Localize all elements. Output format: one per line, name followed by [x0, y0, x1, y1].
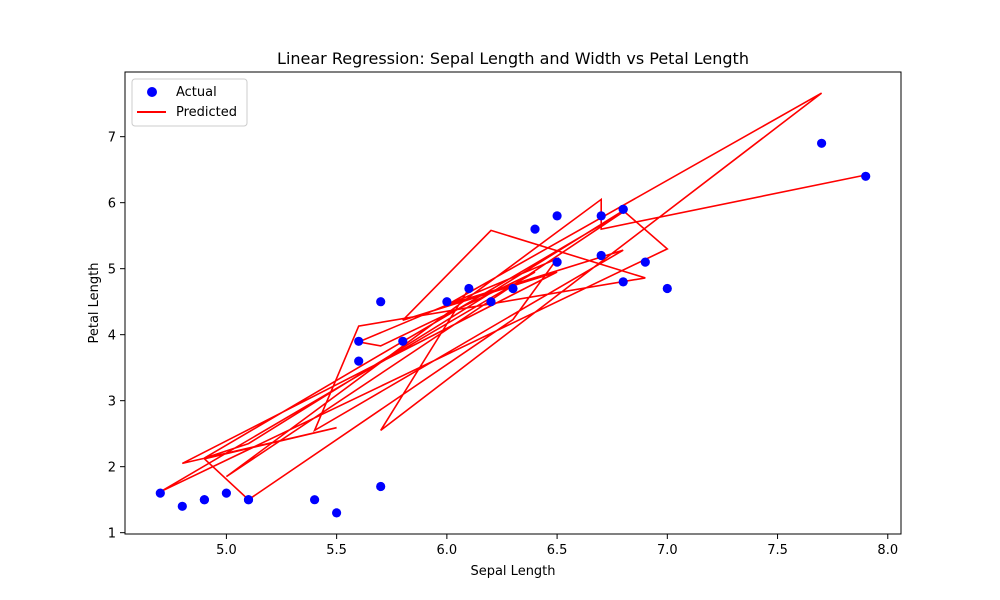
series-layer: [155, 92, 871, 518]
actual-point: [618, 204, 628, 214]
actual-point: [618, 277, 628, 287]
actual-point: [442, 297, 452, 307]
legend-marker-actual: [147, 87, 157, 97]
actual-point: [817, 138, 827, 148]
actual-point: [596, 250, 606, 261]
x-tick-label: 6.5: [547, 543, 568, 558]
y-axis: 1 2 3 4 5 6 7: [108, 131, 125, 542]
y-tick-label: 5: [108, 263, 116, 278]
x-tick-label: 7.0: [657, 543, 678, 558]
legend: Actual Predicted: [131, 78, 248, 127]
actual-point: [662, 283, 672, 294]
actual-point: [596, 211, 606, 221]
legend-label-predicted: Predicted: [176, 105, 237, 120]
actual-point: [243, 495, 254, 505]
actual-point: [552, 257, 562, 267]
actual-point: [310, 495, 320, 505]
x-axis: 5.0 5.5 6.0 6.5 7.0 7.5 8.0: [216, 534, 898, 558]
actual-point: [354, 356, 364, 366]
actual-point: [640, 257, 650, 267]
actual-point: [376, 297, 386, 307]
actual-point: [530, 224, 540, 234]
y-tick-label: 6: [108, 197, 116, 212]
x-tick-label: 7.5: [767, 543, 788, 558]
plot-frame: [124, 71, 902, 535]
actual-point: [508, 283, 518, 294]
y-tick-label: 7: [108, 131, 116, 146]
actual-point: [398, 336, 408, 346]
chart-title: Linear Regression: Sepal Length and Widt…: [277, 49, 749, 68]
actual-point: [177, 501, 187, 511]
y-tick-label: 1: [108, 527, 116, 542]
y-tick-label: 2: [108, 461, 116, 476]
actual-point: [376, 481, 386, 492]
y-tick-label: 3: [108, 395, 116, 410]
x-tick-label: 5.5: [326, 543, 347, 558]
x-axis-label: Sepal Length: [470, 564, 555, 579]
actual-point: [464, 283, 474, 294]
actual-point: [155, 488, 165, 498]
x-tick-label: 5.0: [216, 543, 237, 558]
y-axis-label: Petal Length: [87, 262, 102, 343]
actual-point: [552, 211, 562, 221]
y-tick-label: 4: [108, 329, 116, 344]
predicted-line: [159, 92, 866, 501]
actual-point: [221, 488, 231, 498]
x-tick-label: 6.0: [437, 543, 458, 558]
actual-point: [199, 495, 209, 505]
x-tick-label: 8.0: [877, 543, 898, 558]
actual-point: [354, 336, 364, 346]
legend-box: [131, 78, 248, 127]
actual-point: [486, 297, 496, 307]
legend-label-actual: Actual: [176, 85, 217, 100]
actual-point: [332, 508, 342, 518]
actual-point: [861, 171, 871, 181]
